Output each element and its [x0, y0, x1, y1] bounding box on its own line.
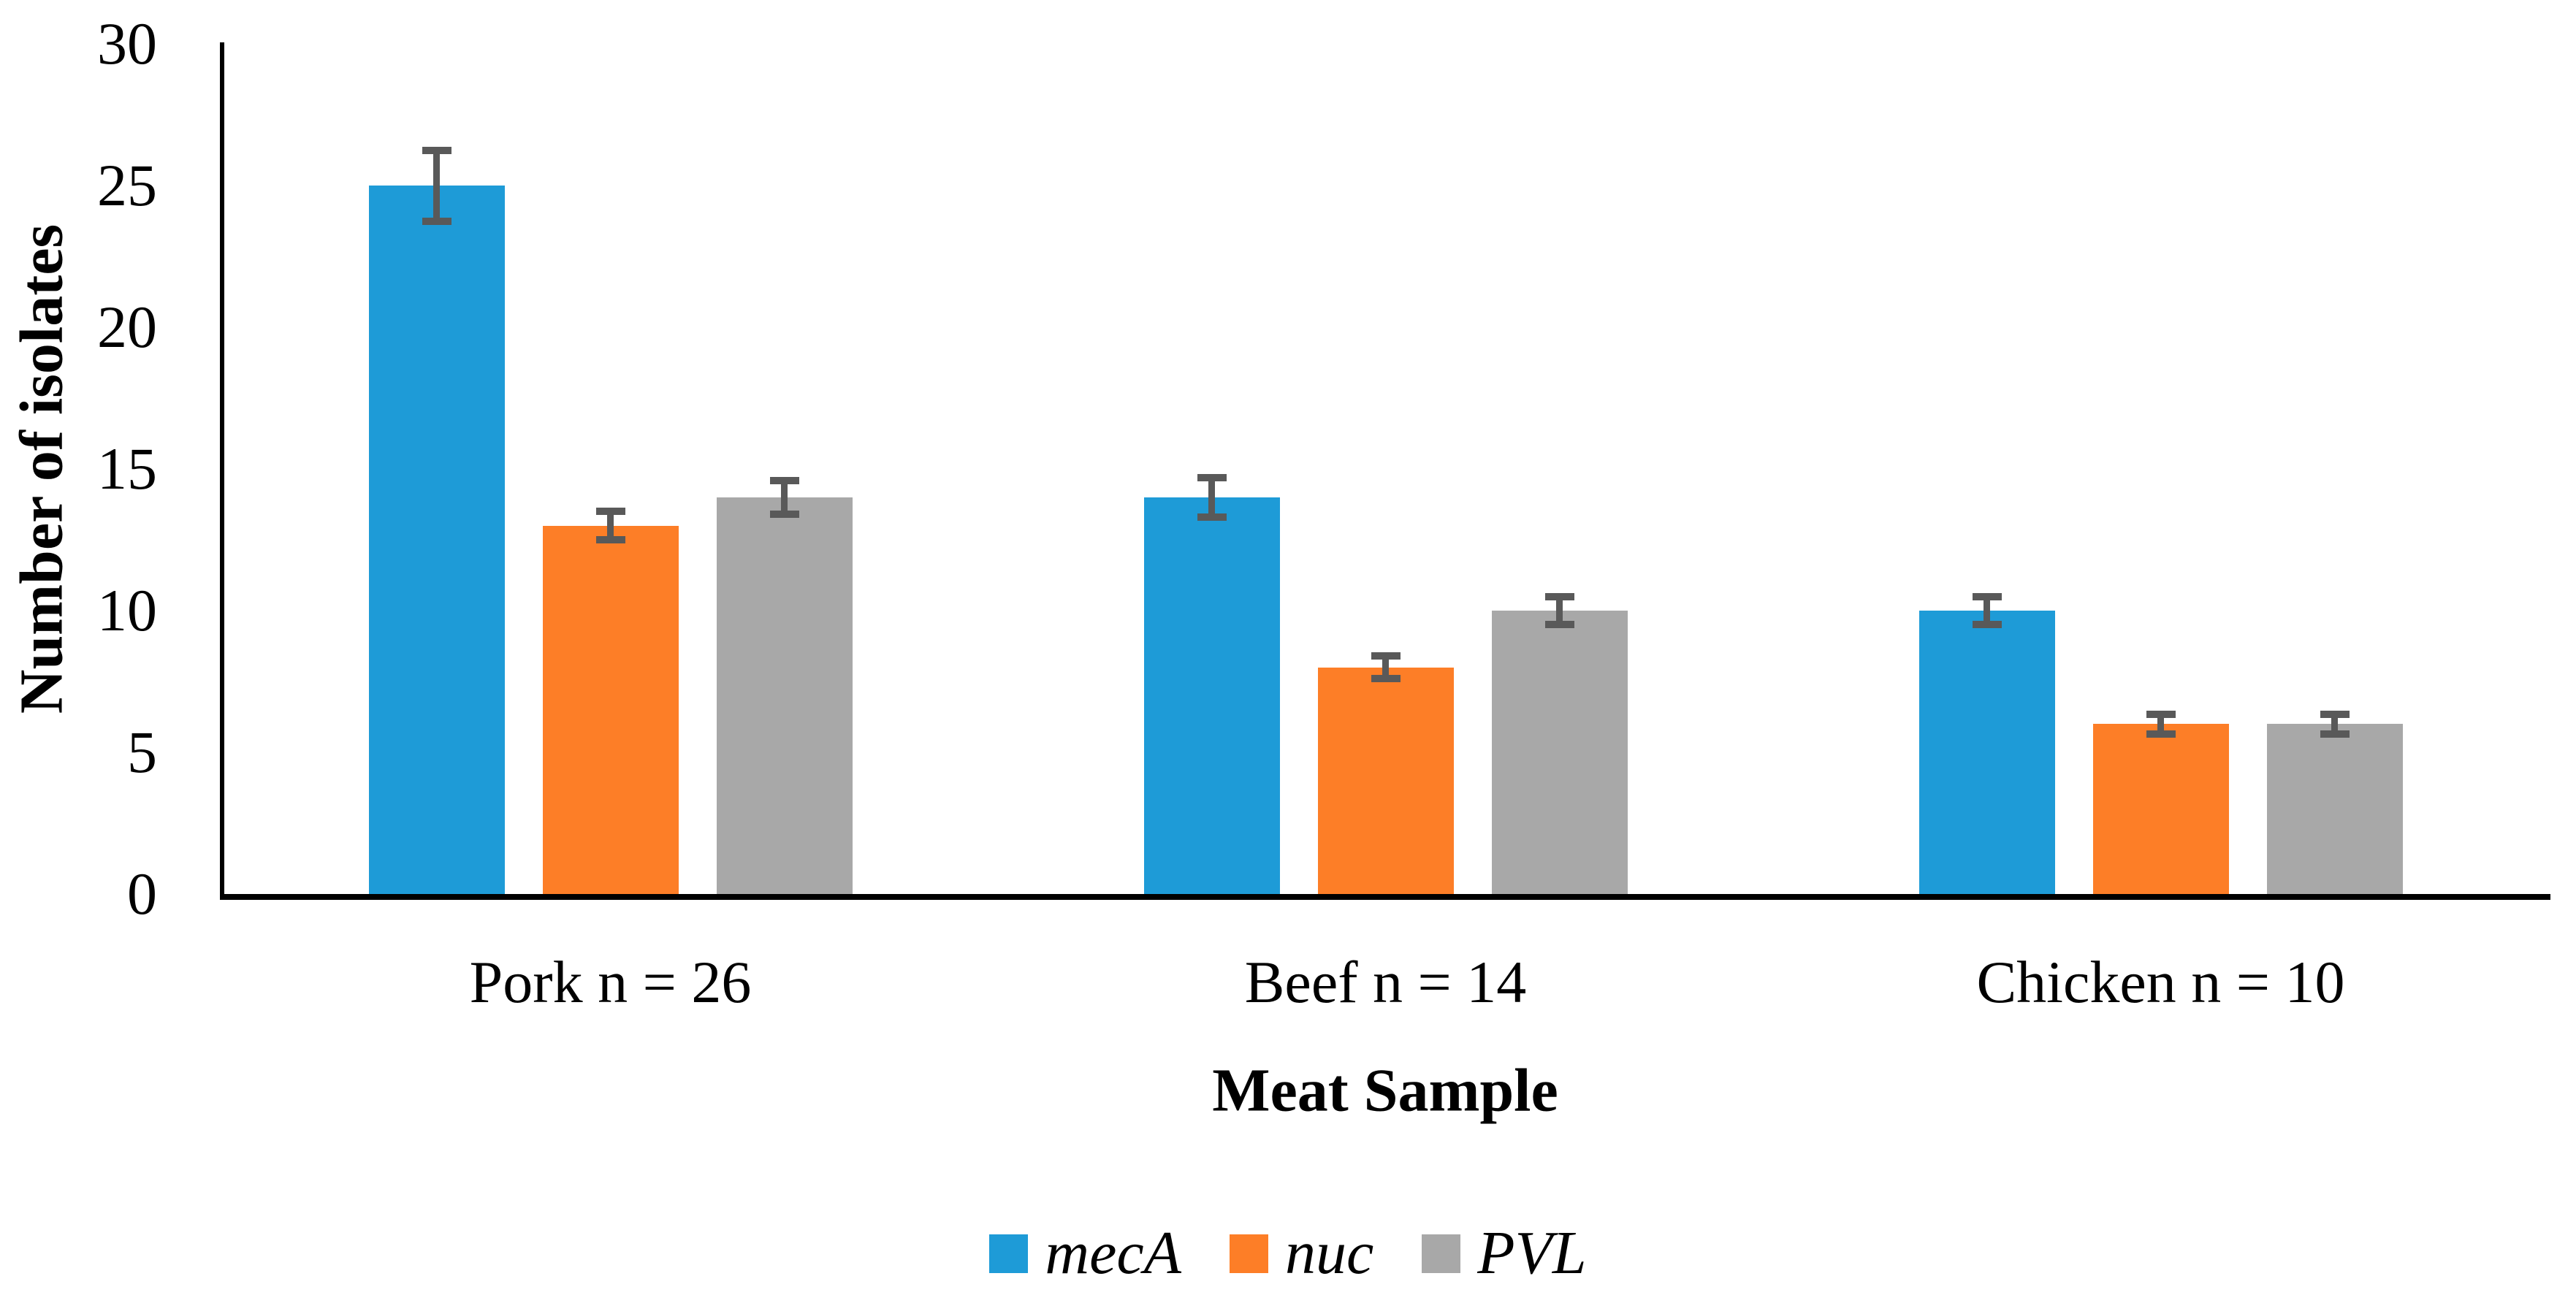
- error-bar-cap: [422, 217, 451, 225]
- bar-nuc: [1317, 667, 1454, 894]
- error-bar-line: [1984, 596, 1990, 625]
- legend-item-nuc: nuc: [1229, 1219, 1374, 1287]
- legend-swatch-mecA: [989, 1234, 1029, 1273]
- bar-nuc: [542, 525, 679, 894]
- error-bar-cap: [1544, 621, 1574, 629]
- category-label: Pork n = 26: [469, 949, 752, 1015]
- bar-mecA: [1918, 611, 2055, 894]
- error-bar-cap: [595, 508, 625, 516]
- y-tick-label: 5: [127, 719, 157, 785]
- x-axis-line: [220, 894, 2550, 900]
- legend-label-PVL: PVL: [1477, 1219, 1587, 1287]
- bar-PVL: [716, 497, 853, 894]
- x-axis-title: Meat Sample: [1212, 1056, 1558, 1125]
- chart-legend: mecA nuc PVL: [0, 1221, 2576, 1286]
- error-bar-cap: [595, 536, 625, 543]
- error-bar-cap: [1371, 652, 1401, 660]
- error-bar-cap: [1197, 513, 1227, 521]
- error-bar-cap: [769, 476, 799, 484]
- bar-nuc: [2092, 724, 2229, 894]
- error-bar-cap: [2146, 730, 2176, 738]
- legend-item-PVL: PVL: [1422, 1219, 1587, 1287]
- category-label: Chicken n = 10: [1976, 949, 2345, 1015]
- bar-PVL: [1491, 611, 1628, 894]
- category-label: Beef n = 14: [1244, 949, 1527, 1015]
- y-tick-label: 0: [127, 860, 157, 927]
- legend-swatch-PVL: [1422, 1234, 1461, 1273]
- plot-area: [223, 44, 2548, 894]
- error-bar-cap: [2146, 710, 2176, 718]
- y-tick-label: 20: [97, 294, 157, 360]
- error-bar-cap: [2320, 730, 2350, 738]
- y-tick-label: 30: [97, 10, 157, 77]
- error-bar-cap: [422, 146, 451, 154]
- bar-PVL: [2266, 724, 2403, 894]
- error-bar-line: [1556, 596, 1563, 625]
- bar-mecA: [1143, 497, 1280, 894]
- error-bar-line: [1382, 656, 1389, 679]
- error-bar-line: [433, 150, 440, 221]
- error-bar-line: [2157, 714, 2164, 734]
- error-bar-cap: [769, 511, 799, 519]
- error-bar-cap: [1972, 592, 2002, 600]
- y-tick-label: 25: [97, 152, 157, 218]
- legend-swatch-nuc: [1229, 1234, 1268, 1273]
- legend-label-mecA: mecA: [1045, 1219, 1181, 1287]
- y-tick-label: 10: [97, 577, 157, 643]
- legend-label-nuc: nuc: [1284, 1219, 1374, 1287]
- error-bar-line: [781, 480, 788, 515]
- error-bar-cap: [1371, 675, 1401, 683]
- legend-item-mecA: mecA: [989, 1221, 1181, 1286]
- error-bar-cap: [1972, 621, 2002, 629]
- y-tick-label: 15: [97, 435, 157, 502]
- error-bar-cap: [2320, 710, 2350, 718]
- error-bar-cap: [1544, 592, 1574, 600]
- bar-mecA: [368, 186, 505, 894]
- error-bar-line: [2331, 714, 2338, 734]
- error-bar-line: [607, 511, 614, 540]
- y-axis-line: [220, 42, 224, 900]
- error-bar-cap: [1197, 473, 1227, 481]
- error-bar-line: [1208, 477, 1215, 517]
